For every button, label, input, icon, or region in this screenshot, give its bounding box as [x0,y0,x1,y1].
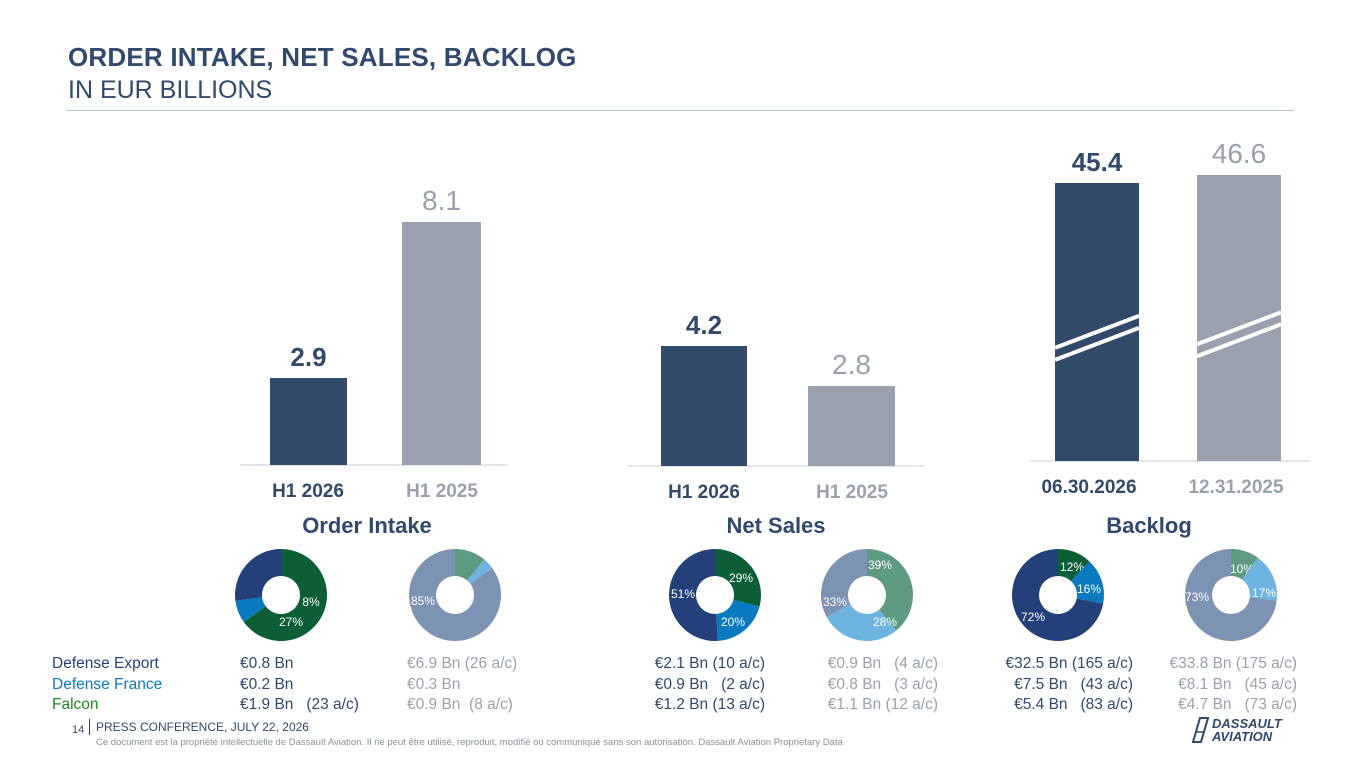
bar-value-label: 4.2 [686,310,722,340]
pie-slice [820,549,867,618]
pie-slice [1011,549,1104,642]
footer-note: Ce document est la propriété intellectue… [96,737,843,748]
chart-title: Net Sales [726,513,825,538]
pie-slice [1058,549,1090,582]
pie-slice-label: 29% [729,571,753,585]
breakdown-cell: €2.1 Bn (10 a/c) [654,655,765,672]
legend-falcon: Falcon [52,696,99,713]
pie-slice-label: 12% [1060,560,1084,574]
breakdown-cell: €1.9 Bn (23 a/c) [240,696,359,713]
pie-slice-label: 20% [721,615,745,629]
breakdown-cell: €0.8 Bn [240,655,294,672]
pie-slice-label: 33% [823,595,847,609]
pie-slice [1185,549,1277,642]
breakdown-cell: €0.3 Bn [407,676,461,693]
pie-slice-label: 28% [873,615,897,629]
pie-slice-label: 85% [411,594,435,608]
dassault-logo: DASSAULT AVIATION [1190,716,1300,746]
legend-defense-france: Defense France [52,676,163,693]
pie-slice-label: 17% [1252,586,1276,600]
legend-defense-export: Defense Export [52,655,159,672]
breakdown-cell: €0.9 Bn (2 a/c) [654,676,765,693]
bar-value-label: 8.1 [422,185,461,216]
bar-value-label: 45.4 [1072,147,1123,177]
footer-text: PRESS CONFERENCE, JULY 22, 2026 [96,720,309,734]
title-divider [66,110,1294,111]
pie-slice [715,548,761,607]
chart-title: Backlog [1106,513,1192,538]
bar [661,346,747,466]
breakdown-cell: €0.2 Bn [240,676,294,693]
breakdown-cell: €5.4 Bn (83 a/c) [1014,696,1133,713]
bar-value-label: 46.6 [1212,138,1267,169]
pie-slice [1242,557,1277,601]
breakdown-cell: €1.2 Bn (13 a/c) [654,696,765,713]
breakdown-cell: €8.1 Bn (45 a/c) [1178,676,1297,693]
breakdown-cell: €33.8 Bn (175 a/c) [1169,655,1297,672]
logo-line2: AVIATION [1212,729,1273,744]
breakdown-cell: €7.5 Bn (43 a/c) [1014,676,1133,693]
breakdown-cell: €0.9 Bn (8 a/c) [407,696,513,713]
pie-slice [235,597,266,623]
pie-slice-label: 16% [1077,582,1101,596]
bar [270,378,347,465]
breakdown-cell: €6.9 Bn (26 a/c) [407,655,518,672]
pie-slice [1071,561,1104,604]
pie-slice-label: 51% [671,587,695,601]
category-label: 12.31.2025 [1188,477,1284,498]
axis-break-mark [1054,314,1140,350]
pie-slice [243,549,328,641]
pie-slice [467,559,493,584]
logo-line1: DASSAULT [1212,716,1282,731]
category-label: H1 2025 [816,482,888,503]
category-label: 06.30.2026 [1041,477,1136,498]
pie-slice-label: 8% [302,595,320,609]
breakdown-cell: €1.1 Bn (12 a/c) [827,696,938,713]
pie-slice [669,549,718,641]
breakdown-cell: €32.5 Bn (165 a/c) [1005,655,1133,672]
footer-divider [89,719,90,735]
pie-slice [716,599,760,641]
pie-slice-label: 73% [1185,590,1209,604]
logo-mark-icon [1191,717,1210,743]
axis-break-mark [1054,326,1140,362]
category-label: H1 2026 [668,482,740,503]
axis-break-mark [1196,310,1282,347]
page-title: ORDER INTAKE, NET SALES, BACKLOG [68,42,577,72]
pie-slice [826,604,897,641]
bar-value-label: 2.9 [290,342,326,372]
bar [402,222,481,465]
category-label: H1 2026 [272,481,344,502]
chart-title: Order Intake [302,513,432,538]
breakdown-cell: €4.7 Bn (73 a/c) [1178,696,1297,713]
page-subtitle: IN EUR BILLIONS [68,76,273,104]
pie-slice-label: 39% [868,558,892,572]
pie-slice-label: 72% [1021,610,1045,624]
breakdown-cell: €0.8 Bn (3 a/c) [827,676,938,693]
pie-slice [455,549,485,581]
pie-slice [867,549,913,631]
pie-slice [409,549,501,641]
category-label: H1 2025 [406,481,478,502]
bar-value-label: 2.8 [832,349,871,380]
pie-slice [1231,549,1259,580]
bar [808,386,895,466]
axis-break-mark [1196,322,1282,359]
breakdown-cell: €0.9 Bn (4 a/c) [827,655,938,672]
page-number: 14 [72,724,85,736]
pie-slice [235,549,281,601]
pie-slice-label: 27% [279,615,303,629]
